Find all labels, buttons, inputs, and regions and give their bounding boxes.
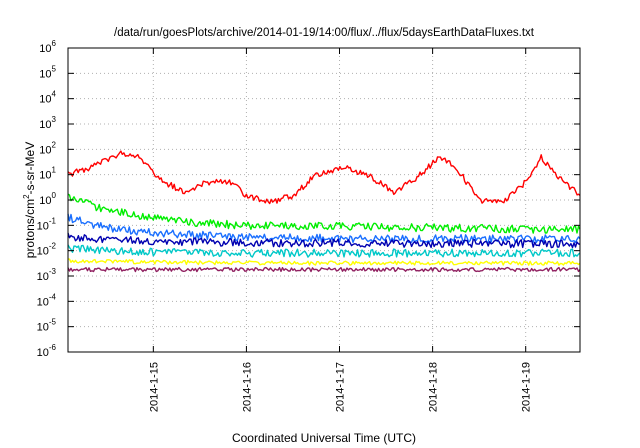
y-tick-base: 10 <box>39 119 51 131</box>
y-tick-base: 10 <box>39 94 51 106</box>
series-line <box>67 266 581 273</box>
y-tick-exponent: 5 <box>52 64 57 73</box>
series-line <box>67 213 581 244</box>
y-tick-exponent: -5 <box>49 318 57 327</box>
y-tick-label: 100 <box>39 191 56 207</box>
series-layer <box>67 150 581 273</box>
y-axis-label-sup: 2 <box>22 194 31 199</box>
y-tick-label: 10-6 <box>37 343 57 359</box>
y-tick-exponent: 6 <box>52 39 57 48</box>
y-tick-label: 10-4 <box>37 292 57 308</box>
y-tick-label: 102 <box>39 140 56 156</box>
y-tick-exponent: 0 <box>52 191 57 200</box>
x-axis-label: Coordinated Universal Time (UTC) <box>232 431 416 445</box>
chart-title: /data/run/goesPlots/archive/2014-01-19/1… <box>114 27 535 39</box>
y-tick-exponent: -6 <box>49 343 57 352</box>
y-tick-base: 10 <box>37 271 49 283</box>
grid <box>68 48 580 352</box>
y-tick-label: 10-5 <box>37 318 57 334</box>
y-tick-label: 103 <box>39 115 56 131</box>
y-axis-label-base: protons/cm <box>23 199 37 258</box>
y-tick-exponent: -1 <box>49 216 57 225</box>
x-tick-label: 2014-1-15 <box>148 362 160 412</box>
y-tick-base: 10 <box>39 43 51 55</box>
x-tick-label: 2014-1-18 <box>428 362 440 412</box>
y-tick-base: 10 <box>39 68 51 80</box>
y-tick-base: 10 <box>39 195 51 207</box>
y-tick-label: 10-2 <box>37 242 57 258</box>
series-line <box>67 150 581 205</box>
y-tick-base: 10 <box>37 347 49 359</box>
y-axis-label-rest: -s-sr-MeV <box>23 142 37 195</box>
y-tick-base: 10 <box>37 296 49 308</box>
y-tick-exponent: -4 <box>49 292 57 301</box>
y-tick-label: 106 <box>39 39 56 55</box>
y-tick-exponent: 1 <box>52 166 57 175</box>
y-tick-label: 10-1 <box>37 216 57 232</box>
y-tick-base: 10 <box>37 322 49 334</box>
y-tick-label: 10-3 <box>37 267 57 283</box>
y-tick-base: 10 <box>39 144 51 156</box>
y-tick-base: 10 <box>39 170 51 182</box>
y-tick-label: 101 <box>39 166 56 182</box>
x-tick-label: 2014-1-19 <box>521 362 533 412</box>
x-axis: 2014-1-15 2014-1-16 2014-1-17 2014-1-18 2014… <box>148 48 533 412</box>
series-line <box>67 193 581 234</box>
y-tick-base: 10 <box>37 220 49 232</box>
y-tick-exponent: 2 <box>52 140 57 149</box>
y-axis: 10-610-510-410-310-210-11001011021031041… <box>37 39 580 359</box>
series-line <box>67 232 581 249</box>
y-tick-exponent: -3 <box>49 267 57 276</box>
y-axis-label: protons/cm2-s-sr-MeV <box>22 142 37 258</box>
series-line <box>67 258 581 266</box>
x-tick-label: 2014-1-17 <box>335 362 347 412</box>
y-tick-label: 105 <box>39 64 56 80</box>
series-line <box>67 244 581 258</box>
y-tick-exponent: 3 <box>52 115 57 124</box>
y-tick-exponent: 4 <box>52 90 57 99</box>
y-tick-label: 104 <box>39 90 56 106</box>
y-tick-exponent: -2 <box>49 242 57 251</box>
x-tick-label: 2014-1-16 <box>241 362 253 412</box>
y-tick-base: 10 <box>37 246 49 258</box>
